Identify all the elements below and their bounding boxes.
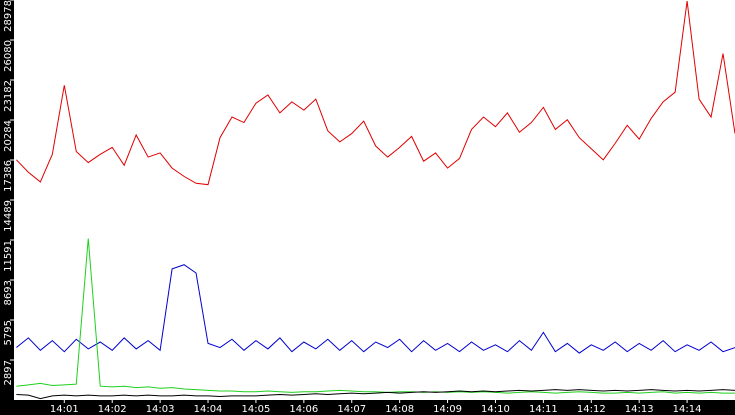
series-line [16,389,735,400]
y-tick-label: 28978 [3,0,14,32]
x-tick-label: 14:06 [289,404,318,415]
x-tick-label: 14:11 [529,404,558,415]
x-tick-label: 14:03 [146,404,175,415]
x-tick-label: 14:10 [481,404,510,415]
y-tick-label: 26080 [3,40,14,72]
x-tick-label: 14:05 [242,404,271,415]
x-tick-label: 14:09 [433,404,462,415]
y-tick-label: 11591 [3,240,14,272]
x-tick-label: 14:08 [385,404,414,415]
y-tick-label: 2897 [3,360,14,385]
y-axis-strip [0,0,14,415]
x-axis-strip [0,400,735,415]
x-tick-label: 14:07 [337,404,366,415]
x-tick-label: 14:14 [673,404,702,415]
x-tick-label: 14:02 [98,404,127,415]
x-tick-label: 14:04 [194,404,223,415]
y-tick-label: 8693 [3,280,14,305]
y-tick-label: 17386 [3,160,14,192]
y-tick-label: 5795 [3,320,14,345]
y-tick-label: 20284 [3,120,14,152]
x-tick-label: 14:01 [50,404,79,415]
y-tick-label: 23182 [3,80,14,112]
series-line [16,238,735,394]
x-tick-label: 14:13 [625,404,654,415]
series-line [16,264,735,354]
y-tick-label: 14489 [3,200,14,232]
series-line [16,1,735,186]
x-tick-label: 14:12 [577,404,606,415]
